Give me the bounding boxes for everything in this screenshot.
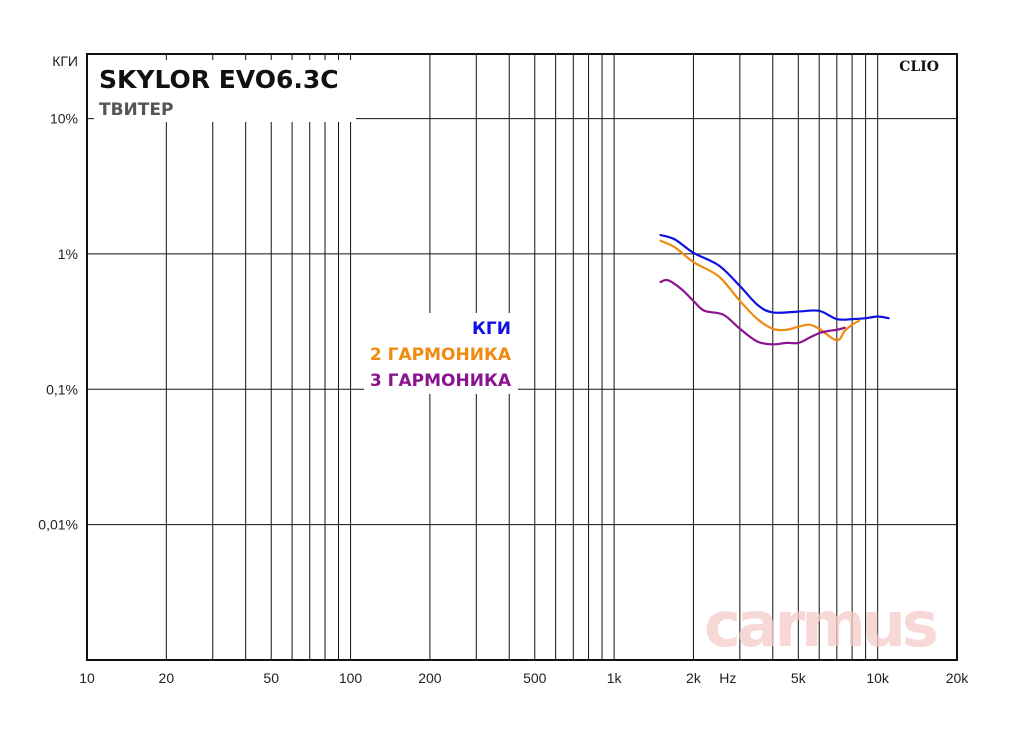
series-line [659, 233, 890, 321]
x-tick-label: 100 [339, 670, 363, 686]
x-tick-label: 10 [79, 670, 95, 686]
x-tick-label: 10k [866, 670, 890, 686]
y-axis-top-label: КГИ [52, 53, 78, 69]
chart-title: SKYLOR EVO6.3C [99, 65, 339, 94]
x-tick-label: 1k [607, 670, 623, 686]
x-tick-label: 20k [946, 670, 970, 686]
x-tick-label: 50 [263, 670, 279, 686]
series-lines [659, 233, 890, 346]
y-axis-labels: 10% 1% 0,1% 0,01% [38, 111, 78, 533]
x-tick-label: 20 [159, 670, 175, 686]
clio-brand-label: CLIO [899, 59, 939, 75]
x-tick-label: 5k [791, 670, 807, 686]
y-tick-label: 1% [58, 246, 78, 262]
brand-backdrop [893, 58, 945, 76]
y-tick-label: 0,1% [46, 381, 78, 397]
plot-grid [87, 54, 957, 660]
x-tick-label: 200 [418, 670, 442, 686]
y-tick-label: 0,01% [38, 517, 78, 533]
title-backdrop [94, 60, 356, 122]
y-tick-label: 10% [50, 111, 78, 127]
x-axis-labels: 10 20 50 100 200 500 1k 2k 5k 10k 20k [79, 670, 969, 686]
x-tick-label: 2k [686, 670, 702, 686]
x-axis-unit-label: Hz [719, 670, 736, 686]
series-line [659, 239, 861, 342]
legend-entry: 2 ГАРМОНИКА [370, 345, 512, 365]
legend: КГИ 2 ГАРМОНИКА 3 ГАРМОНИКА [364, 313, 518, 394]
series-line [659, 278, 846, 346]
x-tick-label: 500 [523, 670, 547, 686]
legend-backdrop [364, 313, 518, 394]
legend-entry: 3 ГАРМОНИКА [370, 371, 512, 391]
chart-subtitle: ТВИТЕР [99, 100, 173, 120]
plot-frame [86, 53, 958, 661]
legend-entry: КГИ [472, 319, 511, 339]
carmus-watermark: carmus [704, 588, 936, 661]
